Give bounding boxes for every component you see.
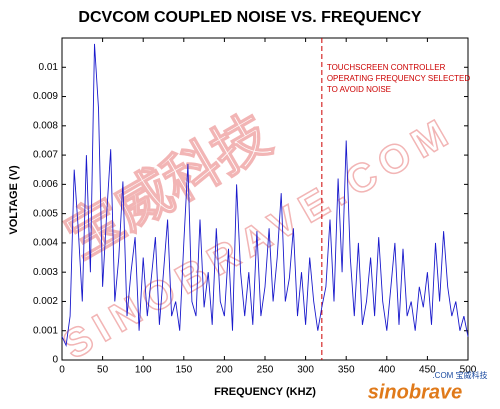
data-line [61,43,469,347]
x-tick-label: 50 [97,365,109,376]
y-tick-label: 0.001 [33,325,58,336]
x-tick-label: 100 [135,365,152,376]
logo-sub: .COM 宝威科技 [432,370,487,380]
logo: sinobrave [368,381,462,403]
y-tick-label: 0 [52,355,58,366]
y-tick-label: 0.005 [33,208,58,219]
x-axis-label: FREQUENCY (KHZ) [214,386,316,398]
chart-title: DCVCOM COUPLED NOISE VS. FREQUENCY [78,9,421,26]
y-axis-label: VOLTAGE (V) [8,165,20,235]
x-tick-label: 450 [419,365,436,376]
y-tick-label: 0.007 [33,150,58,161]
y-tick-label: 0.008 [33,120,58,131]
y-tick-label: 0.006 [33,179,58,190]
y-tick-label: 0.002 [33,296,58,307]
x-tick-label: 200 [216,365,233,376]
x-tick-label: 250 [257,365,274,376]
annotation: TOUCHSCREEN CONTROLLER [327,63,446,72]
x-tick-label: 0 [59,365,65,376]
y-tick-label: 0.009 [33,91,58,102]
x-tick-label: 350 [338,365,355,376]
y-tick-label: 0.004 [33,238,58,249]
x-tick-label: 500 [460,365,477,376]
annotation: TO AVOID NOISE [327,85,391,94]
x-tick-label: 150 [175,365,192,376]
x-tick-label: 300 [297,365,314,376]
y-tick-label: 0.01 [39,62,59,73]
annotation: OPERATING FREQUENCY SELECTED [327,74,471,83]
y-tick-label: 0.003 [33,267,58,278]
x-tick-label: 400 [378,365,395,376]
